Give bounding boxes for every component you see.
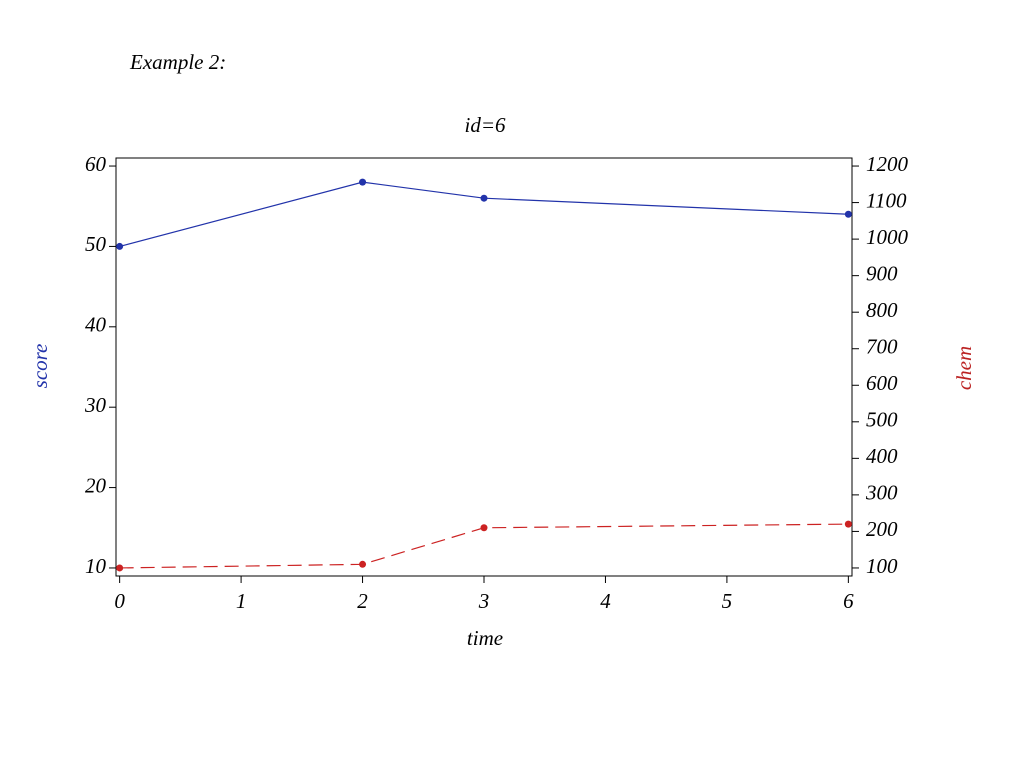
data-point [480,524,488,532]
data-point [359,560,367,568]
y2-tick-label: 1200 [866,152,909,176]
y-axis-label: score [28,344,52,389]
data-point [116,242,124,250]
chart-title: id=6 [464,113,506,137]
y2-tick-label: 100 [866,554,898,578]
x-tick-label: 3 [478,589,490,613]
y-tick-label: 20 [85,473,107,497]
y2-tick-label: 1100 [866,188,907,212]
x-axis-label: time [467,626,503,650]
y2-tick-label: 400 [866,444,898,468]
y-tick-label: 60 [85,152,107,176]
x-tick-label: 2 [357,589,368,613]
x-tick-label: 6 [843,589,854,613]
y2-tick-label: 300 [865,481,898,505]
x-tick-label: 0 [114,589,125,613]
y2-tick-label: 600 [866,371,898,395]
series-line [119,181,849,248]
data-point [116,564,124,572]
y2-tick-label: 700 [866,335,898,359]
plot-frame [115,157,853,577]
y2-axis-label: chem [952,346,976,390]
x-tick-label: 5 [722,589,733,613]
y-tick-label: 10 [85,554,107,578]
data-point [480,194,488,202]
y-tick-label: 40 [85,313,107,337]
y2-tick-label: 900 [866,261,898,285]
y-tick-label: 50 [85,232,107,256]
y2-tick-label: 800 [866,298,898,322]
data-point [359,178,367,186]
y2-tick-label: 500 [866,408,898,432]
series-line [119,523,849,569]
heading: Example 2: [129,50,226,74]
x-tick-label: 4 [600,589,611,613]
data-point [844,210,852,218]
x-tick-label: 1 [236,589,247,613]
y-tick-label: 30 [84,393,107,417]
y2-tick-label: 1000 [866,225,909,249]
data-point [844,520,852,528]
y2-tick-label: 200 [866,517,898,541]
